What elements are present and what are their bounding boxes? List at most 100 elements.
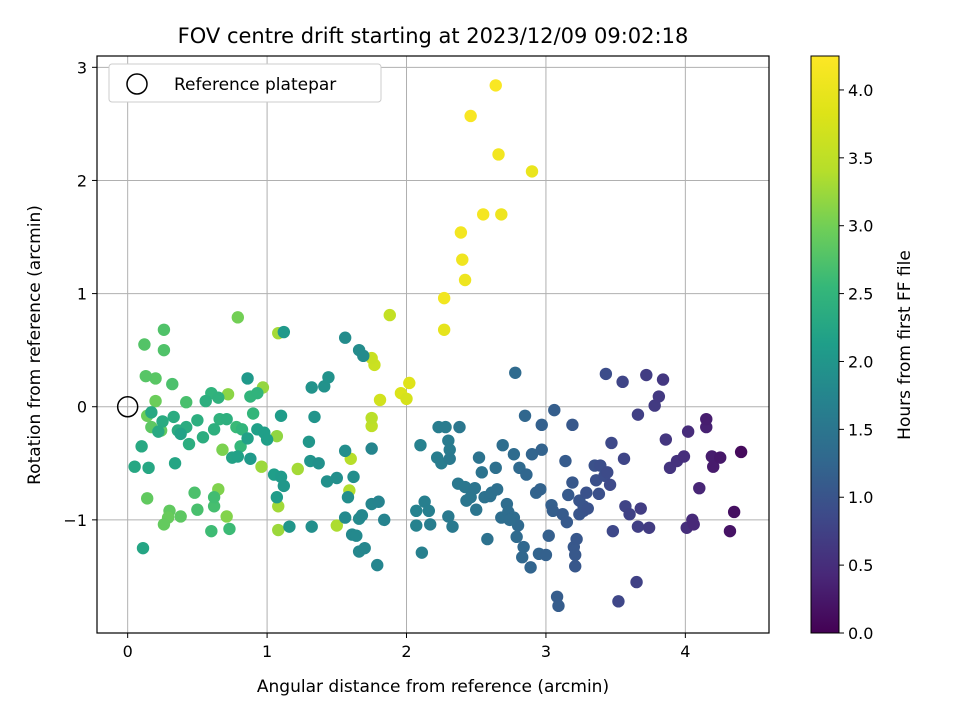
data-point xyxy=(358,541,371,555)
x-tick-label: 4 xyxy=(680,642,690,661)
data-point xyxy=(642,521,656,534)
data-point xyxy=(365,442,378,455)
data-point xyxy=(270,429,284,443)
data-point xyxy=(199,394,212,408)
x-tick-label: 3 xyxy=(541,642,551,661)
data-point xyxy=(599,367,613,381)
data-point xyxy=(135,440,148,453)
data-point xyxy=(503,513,516,527)
axis-layer: 0 1 2 3 4 −1 0 1 2 3 xyxy=(63,58,690,661)
x-tick-label: 1 xyxy=(262,642,272,661)
data-point xyxy=(525,448,539,461)
data-point xyxy=(652,390,666,403)
x-tick-label: 0 xyxy=(123,642,133,661)
data-point xyxy=(470,503,483,516)
data-point xyxy=(180,396,193,409)
data-point xyxy=(475,466,488,479)
data-point xyxy=(617,452,631,465)
y-tick-label: −1 xyxy=(63,511,87,530)
data-point xyxy=(149,394,162,408)
data-point xyxy=(659,433,673,446)
data-point xyxy=(142,461,155,475)
data-point xyxy=(714,451,727,464)
data-point xyxy=(472,451,486,464)
points-layer xyxy=(128,79,748,613)
data-point xyxy=(562,488,575,502)
data-point xyxy=(569,560,582,573)
data-point xyxy=(196,431,210,444)
data-point xyxy=(631,408,645,421)
data-point xyxy=(492,148,505,161)
data-point xyxy=(322,371,335,384)
data-point xyxy=(166,377,179,391)
data-point xyxy=(373,393,387,407)
data-point xyxy=(220,510,233,523)
data-point xyxy=(139,369,152,383)
data-point xyxy=(383,308,396,322)
data-point xyxy=(518,409,532,422)
data-point xyxy=(693,481,706,495)
data-point xyxy=(623,508,636,521)
data-point xyxy=(464,109,477,123)
data-point xyxy=(592,487,606,501)
data-point xyxy=(439,420,452,434)
data-point xyxy=(520,468,533,481)
data-point xyxy=(510,530,523,544)
data-point xyxy=(442,510,455,523)
data-point xyxy=(400,392,413,406)
data-point xyxy=(446,520,459,533)
data-point xyxy=(524,561,537,574)
data-point xyxy=(277,479,291,493)
data-point xyxy=(157,323,171,336)
data-point xyxy=(422,504,436,518)
data-point xyxy=(707,460,720,473)
data-point xyxy=(174,427,187,441)
data-point xyxy=(570,532,583,546)
data-point xyxy=(355,509,369,522)
data-point xyxy=(291,462,304,476)
data-point xyxy=(145,406,158,419)
legend-box xyxy=(108,63,382,103)
data-point xyxy=(535,443,548,456)
colorbar-tick-label: 1.5 xyxy=(848,420,873,439)
data-point xyxy=(350,529,363,542)
data-point xyxy=(616,375,629,389)
data-point xyxy=(157,343,171,357)
data-point xyxy=(507,448,521,461)
data-point xyxy=(631,520,645,533)
data-point xyxy=(546,504,560,518)
data-point xyxy=(320,475,334,488)
data-point xyxy=(302,435,316,448)
data-point xyxy=(246,407,260,420)
data-point xyxy=(140,492,154,505)
data-point xyxy=(378,513,391,527)
data-point xyxy=(677,450,691,463)
data-point xyxy=(403,376,416,390)
data-point xyxy=(220,412,233,426)
data-point xyxy=(357,349,370,363)
data-point xyxy=(454,226,468,239)
chart-title: FOV centre drift starting at 2023/12/09 … xyxy=(178,24,689,48)
data-point xyxy=(443,452,456,465)
colorbar-tick-label: 4.0 xyxy=(848,81,873,100)
data-point xyxy=(341,491,355,504)
data-point xyxy=(687,518,700,531)
legend-marker-circle xyxy=(126,73,148,95)
data-point xyxy=(437,323,451,336)
data-point xyxy=(734,445,748,459)
data-point xyxy=(372,495,385,508)
data-point xyxy=(347,470,360,484)
colorbar xyxy=(810,55,840,634)
data-point xyxy=(605,436,618,450)
data-point xyxy=(305,381,318,394)
data-point xyxy=(274,409,288,422)
data-point xyxy=(255,460,268,473)
data-point xyxy=(251,386,264,400)
data-point xyxy=(640,368,653,382)
data-point xyxy=(231,311,245,324)
data-point xyxy=(305,520,318,533)
colorbar-axis: 0.0 0.5 1.0 1.5 2.0 2.5 3.0 3.5 4.0 xyxy=(839,81,873,643)
data-point xyxy=(188,486,201,499)
data-point xyxy=(539,548,553,562)
data-point xyxy=(330,519,344,532)
